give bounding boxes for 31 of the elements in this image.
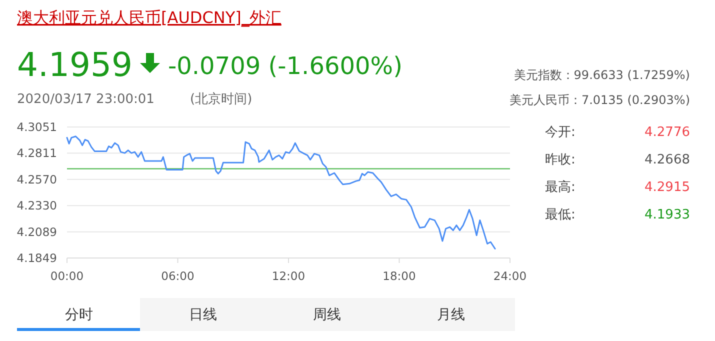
line-series	[66, 136, 496, 250]
x-tick-label: 06:00	[161, 269, 194, 283]
text: (北京时间)	[190, 92, 252, 107]
text: 周线	[313, 307, 341, 323]
y-tick-label: 4.2089	[16, 224, 57, 239]
text: 日线	[189, 307, 217, 323]
text: 最高:	[545, 179, 576, 195]
text: 4.1933	[644, 208, 690, 222]
text: 4.2915	[644, 180, 690, 195]
text: 2020/03/17 23:00:01	[17, 92, 154, 107]
text: 4.1959	[17, 45, 132, 84]
y-tick-label: 4.2811	[16, 146, 57, 160]
text: 4.2776	[644, 125, 690, 140]
text: 最低:	[545, 208, 576, 222]
text: 今开:	[545, 125, 576, 140]
text: 昨收:	[545, 152, 576, 168]
chart-title: 澳大利亚元兑人民币[AUDCNY]_外汇	[17, 8, 282, 27]
y-tick-label: 4.1849	[16, 251, 57, 265]
y-tick-label: 4.2570	[16, 172, 57, 186]
text: 美元指数：99.6633 (1.7259%)	[514, 68, 690, 82]
x-tick-label: 12:00	[272, 269, 306, 283]
text: 月线	[437, 307, 465, 323]
text: 分时	[65, 307, 93, 323]
text: -0.0709 (-1.6600%)	[168, 52, 402, 80]
x-tick-label: 00:00	[50, 269, 84, 283]
y-tick-label: 4.3051	[16, 120, 57, 134]
y-tick-label: 4.2330	[16, 198, 57, 213]
text: 美元人民币：7.0135 (0.2903%)	[509, 93, 690, 107]
x-tick-label: 18:00	[382, 269, 416, 283]
text: 4.2668	[644, 152, 690, 168]
x-tick-label: 24:00	[493, 269, 527, 283]
